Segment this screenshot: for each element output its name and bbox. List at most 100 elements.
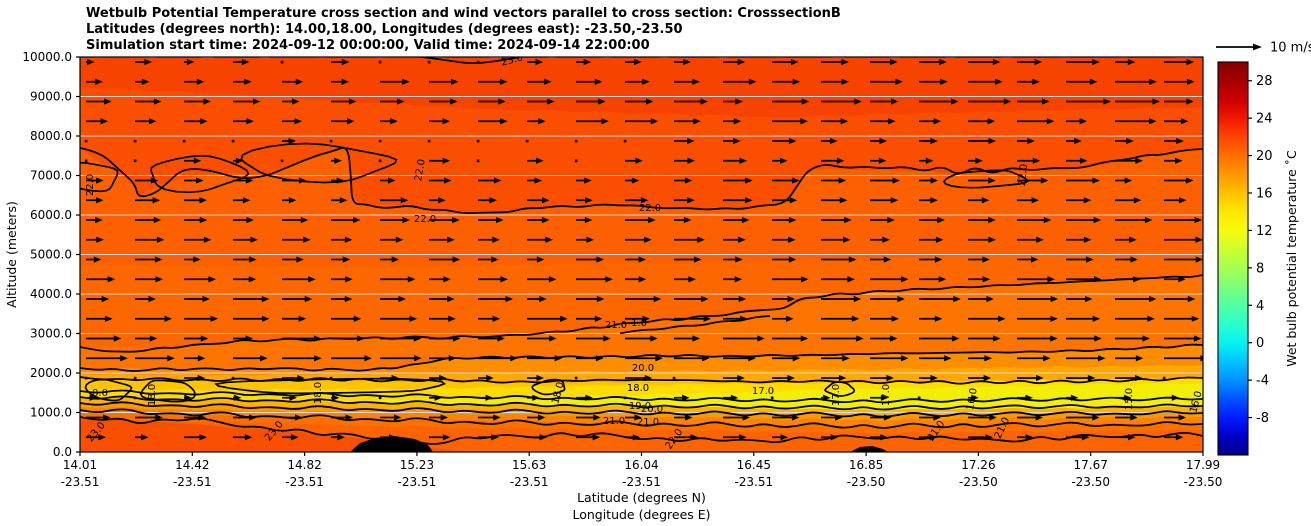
wind-arrow-head	[164, 315, 172, 322]
wind-arrow-head	[830, 137, 838, 145]
wind-arrow-head	[748, 78, 757, 85]
contour-label: 19.0	[629, 401, 651, 412]
wind-arrow-head	[883, 414, 892, 421]
wind-arrow-head	[1084, 295, 1093, 303]
contour-loop	[139, 379, 197, 403]
y-tick-label: 10000.0	[22, 50, 72, 64]
wind-arrow-head	[1149, 78, 1157, 85]
wind-dot	[574, 376, 578, 380]
wind-arrow-head	[880, 434, 888, 441]
wind-arrow-head	[184, 394, 192, 401]
wind-arrow-head	[983, 374, 992, 382]
wind-arrow-head	[155, 276, 164, 283]
wind-arrow-head	[1079, 157, 1088, 164]
wind-arrow-head	[1133, 276, 1141, 283]
wind-arrow-head	[644, 236, 652, 243]
y-tick-label: 2000.0	[30, 366, 72, 380]
wind-arrow-head	[757, 335, 765, 342]
wind-arrow-head	[988, 137, 997, 145]
wind-arrow-head	[1098, 355, 1106, 362]
x-axis-label-latitude: Latitude (degrees N)	[577, 490, 706, 505]
wind-arrow-head	[692, 78, 700, 85]
wind-arrow-head	[260, 355, 268, 362]
wind-arrow-head	[800, 118, 808, 125]
wind-arrow-head	[989, 414, 997, 421]
plot-area: 23.0 22.0 22.0 22.0 22.0 22.0 21.0 1.0 20.0 8.0 18…	[79, 56, 1204, 453]
wind-arrow-head	[1186, 78, 1195, 85]
wind-arrow-head	[308, 276, 316, 283]
quiver-key-label: 10 m/s	[1270, 41, 1311, 56]
wind-dot	[574, 159, 578, 163]
wind-dot	[476, 159, 480, 163]
wind-arrow-head	[1036, 236, 1044, 243]
contour-line	[80, 395, 1203, 411]
contour-label: 20.0	[641, 404, 663, 415]
x-tick-label-lat: 17.99	[1186, 458, 1220, 472]
terrain-silhouette	[850, 446, 888, 452]
wind-arrow-head	[930, 374, 938, 382]
x-tick-label-lat: 14.42	[175, 458, 209, 472]
wind-arrow-head	[413, 335, 422, 342]
wind-dot	[378, 139, 382, 143]
wind-arrow-head	[144, 58, 152, 66]
wind-arrow-head	[937, 216, 945, 224]
contour-label: 21.0	[605, 320, 627, 331]
wind-arrow-head	[842, 236, 851, 243]
wind-arrow-head	[800, 335, 809, 342]
wind-arrow-head	[489, 197, 497, 204]
wind-arrow-head	[87, 58, 95, 66]
wind-arrow-head	[193, 157, 202, 164]
y-axis-label: Altitude (meters)	[4, 201, 19, 308]
wind-arrow-head	[414, 355, 422, 362]
wind-arrow-head	[594, 78, 603, 85]
wind-arrow-head	[938, 276, 947, 283]
wind-arrow-head	[789, 137, 797, 145]
wind-dot	[378, 396, 382, 400]
wind-arrow-head	[107, 276, 116, 283]
wind-arrow-head	[848, 256, 857, 263]
title-line-3: Simulation start time: 2024-09-12 00:00:…	[86, 38, 650, 53]
wind-arrow-head	[345, 276, 353, 283]
wind-arrow-head	[199, 197, 208, 204]
wind-arrow-head	[292, 98, 300, 105]
wind-arrow-head	[1193, 335, 1202, 342]
contour-label: 18.0	[627, 383, 649, 394]
wind-arrow-head	[203, 98, 211, 105]
wind-arrow-head	[288, 137, 297, 145]
wind-arrow-head	[735, 256, 743, 263]
wind-arrow-head	[847, 276, 855, 283]
contour-label: 15.0	[1124, 388, 1135, 410]
wind-arrow-head	[737, 58, 746, 66]
contour-label: 8.0	[92, 388, 108, 399]
wind-arrow-head	[790, 58, 799, 66]
y-tick-label: 4000.0	[30, 287, 72, 301]
wind-arrow-head	[792, 177, 800, 184]
wind-arrow-head	[197, 374, 206, 382]
wind-arrow-head	[249, 256, 257, 263]
wind-arrow-head	[1175, 434, 1184, 441]
wind-arrow-head	[1133, 197, 1142, 204]
wind-arrow-head	[1030, 256, 1039, 263]
wind-arrow-head	[345, 414, 353, 421]
wind-arrow-head	[853, 295, 862, 303]
wind-arrow-head	[1128, 434, 1136, 441]
wind-arrow-head	[1083, 236, 1092, 243]
colorbar-tick-label: -4	[1256, 374, 1269, 389]
wind-arrow-head	[1135, 355, 1144, 362]
wind-arrow-head	[1144, 216, 1153, 224]
wind-arrow-head	[1130, 256, 1139, 263]
wind-arrow-head	[1152, 98, 1160, 105]
contour-label: 20.0	[632, 363, 654, 374]
wind-arrow-head	[199, 434, 208, 441]
wind-arrow-head	[536, 256, 545, 263]
wind-arrow-head	[940, 78, 948, 85]
wind-arrow-head	[353, 315, 362, 322]
x-tick-label-lon: -23.51	[734, 475, 773, 489]
y-tick-label: 5000.0	[30, 248, 72, 262]
wind-arrow-head	[153, 216, 162, 224]
wind-arrow-head	[1050, 315, 1058, 322]
x-tick-label-lat: 16.04	[624, 458, 658, 472]
wind-arrow-head	[971, 394, 979, 401]
wind-arrow-head	[331, 394, 340, 401]
